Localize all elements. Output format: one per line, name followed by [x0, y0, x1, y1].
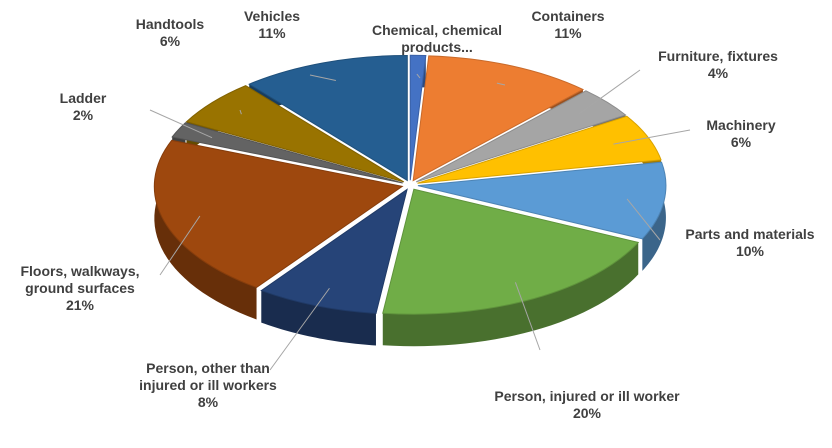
- data-label: Floors, walkways, ground surfaces 21%: [0, 263, 160, 314]
- slice: [185, 85, 405, 183]
- slice: [382, 188, 640, 315]
- leader-line: [514, 282, 541, 351]
- slice: [171, 122, 403, 184]
- slice: [409, 54, 427, 181]
- slice: [415, 90, 627, 183]
- value-label: 10%: [735, 243, 765, 259]
- slice-side: [261, 290, 376, 346]
- slice-side: [382, 242, 639, 347]
- slice: [153, 139, 404, 289]
- data-label: Chemical, chemical products...: [352, 22, 522, 56]
- leader-line: [149, 109, 213, 139]
- leader-line: [578, 69, 641, 115]
- category-label: Person, other than injured or ill worker…: [139, 360, 277, 393]
- category-label: Floors, walkways, ground surfaces: [20, 263, 140, 296]
- category-label: Ladder: [59, 90, 107, 106]
- slice: [417, 161, 667, 240]
- slice: [412, 55, 585, 182]
- slice: [417, 115, 662, 184]
- data-label: Machinery 6%: [686, 117, 796, 151]
- category-label: Parts and materials: [685, 226, 815, 242]
- leader-line: [269, 287, 330, 371]
- data-label: Parts and materials 10%: [665, 226, 832, 260]
- category-label: Person, injured or ill worker: [494, 388, 680, 404]
- value-label: 8%: [197, 394, 219, 410]
- data-label: Containers 11%: [508, 8, 628, 42]
- value-label: 6%: [159, 33, 181, 49]
- value-label: 6%: [730, 134, 752, 150]
- data-label: Person, other than injured or ill worker…: [123, 360, 293, 411]
- value-label: 11%: [258, 25, 286, 41]
- leader-line: [309, 74, 336, 82]
- category-label: Chemical, chemical products...: [372, 22, 502, 55]
- value-label: 21%: [65, 297, 95, 313]
- value-label: 2%: [72, 107, 94, 123]
- slice: [248, 54, 408, 182]
- value-label: 20%: [572, 405, 602, 421]
- category-label: Containers: [531, 8, 605, 24]
- leader-line: [626, 198, 661, 241]
- data-label: Person, injured or ill worker 20%: [457, 388, 717, 422]
- slice: [260, 188, 408, 315]
- leader-line: [159, 215, 201, 276]
- data-label: Vehicles 11%: [232, 8, 312, 42]
- slice-side: [642, 162, 666, 271]
- category-label: Machinery: [706, 117, 776, 133]
- data-label: Furniture, fixtures 4%: [633, 48, 803, 82]
- leader-line: [496, 82, 506, 86]
- leader-line: [613, 129, 691, 145]
- category-label: Furniture, fixtures: [658, 48, 778, 64]
- value-label: 4%: [707, 65, 729, 81]
- data-label: Handtools 6%: [130, 16, 210, 50]
- data-label: Ladder 2%: [53, 90, 113, 124]
- value-label: 11%: [554, 25, 582, 41]
- leader-line: [239, 109, 242, 115]
- category-label: Handtools: [135, 16, 205, 32]
- category-label: Vehicles: [243, 8, 301, 24]
- leader-line: [416, 73, 421, 79]
